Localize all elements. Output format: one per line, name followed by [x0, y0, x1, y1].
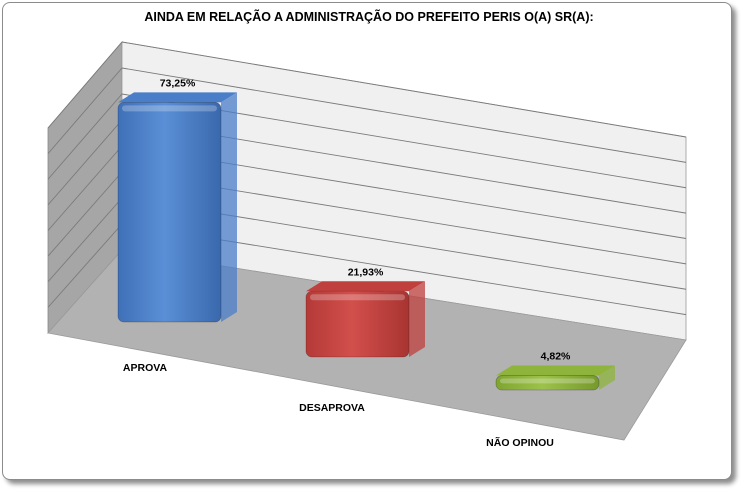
gridline-side — [47, 145, 123, 231]
category-label: APROVA — [123, 362, 168, 374]
bar-highlight — [310, 294, 405, 301]
bar-side-face — [599, 365, 615, 390]
data-label: 73,25% — [160, 77, 196, 89]
bar-1 — [305, 281, 425, 358]
bars — [117, 92, 615, 391]
bar-front-face — [117, 102, 222, 323]
bar-top-face — [306, 281, 425, 292]
gridline-side — [47, 119, 123, 206]
data-label: 4,82% — [541, 351, 571, 363]
gridline-side — [47, 41, 123, 129]
bar-0 — [117, 92, 237, 323]
gridline-side — [47, 93, 123, 180]
gridline-side — [47, 223, 123, 308]
bar-2 — [495, 365, 615, 391]
bar-front-face — [495, 375, 600, 391]
gridline-side — [47, 67, 123, 154]
gridline-back — [121, 67, 687, 163]
bar-top-face — [118, 92, 237, 103]
bar-side-face — [221, 92, 237, 322]
bar-highlight — [500, 378, 595, 384]
labels: 73,25% APROVA 21,93% DESAPROVA 4,82% NÃO OPIN… — [123, 77, 571, 449]
bar-side-face — [409, 281, 425, 357]
chart-title: AINDA EM RELAÇÃO A ADMINISTRAÇÃO DO PREF… — [144, 10, 594, 24]
gridline-side — [47, 171, 123, 257]
category-label: NÃO OPINOU — [486, 436, 554, 449]
bar-top-face — [496, 365, 615, 376]
bar-front-face — [305, 290, 410, 358]
gridline-side — [47, 197, 123, 283]
bar-highlight — [122, 105, 217, 112]
category-label: DESAPROVA — [299, 402, 365, 414]
gridline-back — [121, 41, 687, 138]
data-label: 21,93% — [348, 266, 384, 278]
